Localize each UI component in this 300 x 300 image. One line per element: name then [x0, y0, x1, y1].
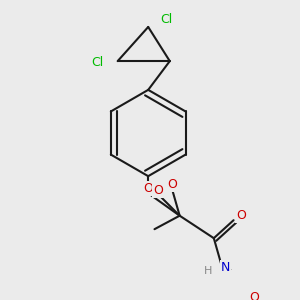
Text: O: O — [167, 178, 177, 191]
Text: O: O — [236, 209, 246, 222]
Text: O: O — [153, 184, 163, 197]
Text: N: N — [221, 261, 230, 274]
Text: O: O — [249, 291, 259, 300]
Text: Cl: Cl — [160, 13, 172, 26]
Text: Cl: Cl — [92, 56, 104, 69]
Text: H: H — [204, 266, 213, 275]
Text: O: O — [143, 182, 153, 195]
